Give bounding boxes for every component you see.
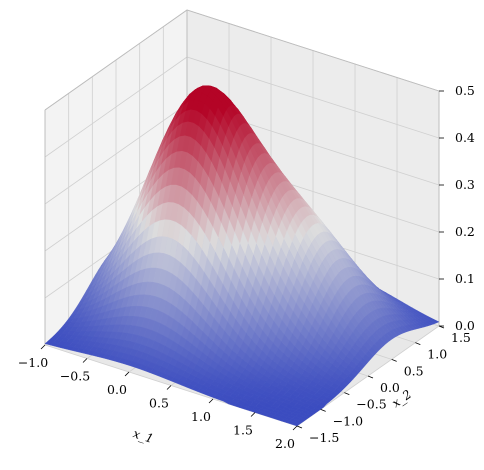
x-tick-mark <box>124 371 130 377</box>
axes-group: −1.0−0.50.00.51.01.52.0 −1.5−1.0−0.50.00.… <box>18 83 475 451</box>
y-tick-mark <box>415 342 421 346</box>
y-tick-label: 1.0 <box>427 347 447 362</box>
z-tick-label: 0.3 <box>455 177 475 192</box>
y-tick-label: 0.5 <box>404 363 424 378</box>
x-tick-label: 0.0 <box>107 382 127 397</box>
y-tick-label: 1.5 <box>451 330 471 345</box>
x-tick-mark <box>166 385 172 390</box>
x-tick-label: 1.5 <box>233 423 253 438</box>
y-tick-mark <box>344 392 350 396</box>
x-tick-mark <box>250 412 256 417</box>
z-tick-label: 0.2 <box>455 224 475 239</box>
x-tick-label: 0.5 <box>149 396 169 411</box>
x-tick-label: −0.5 <box>60 369 90 384</box>
y-tick-label: 0.0 <box>380 380 400 395</box>
x-tick-mark <box>292 425 298 431</box>
x-tick-mark <box>82 358 88 363</box>
y-tick-label: −0.5 <box>356 397 386 412</box>
y-tick-mark <box>320 408 326 412</box>
z-tick-label: 0.1 <box>455 271 475 286</box>
y-tick-mark <box>367 375 374 379</box>
y-tick-mark <box>391 358 397 362</box>
x-tick-label: 1.0 <box>191 409 211 424</box>
x-tick-mark <box>40 344 46 350</box>
y-tick-mark <box>296 425 303 429</box>
x-tick-label: 2.0 <box>275 436 295 451</box>
y-tick-label: −1.5 <box>309 430 339 445</box>
x-axis-label: x_1 <box>131 426 155 446</box>
z-tick-label: 0.0 <box>455 318 475 333</box>
surface-facet <box>291 422 301 427</box>
x-tick-mark <box>208 398 214 404</box>
z-tick-label: 0.4 <box>455 130 475 145</box>
surface-mesh <box>44 85 440 427</box>
y-tick-label: −1.0 <box>333 413 363 428</box>
z-tick-label: 0.5 <box>455 83 475 98</box>
x-tick-label: −1.0 <box>18 355 48 370</box>
